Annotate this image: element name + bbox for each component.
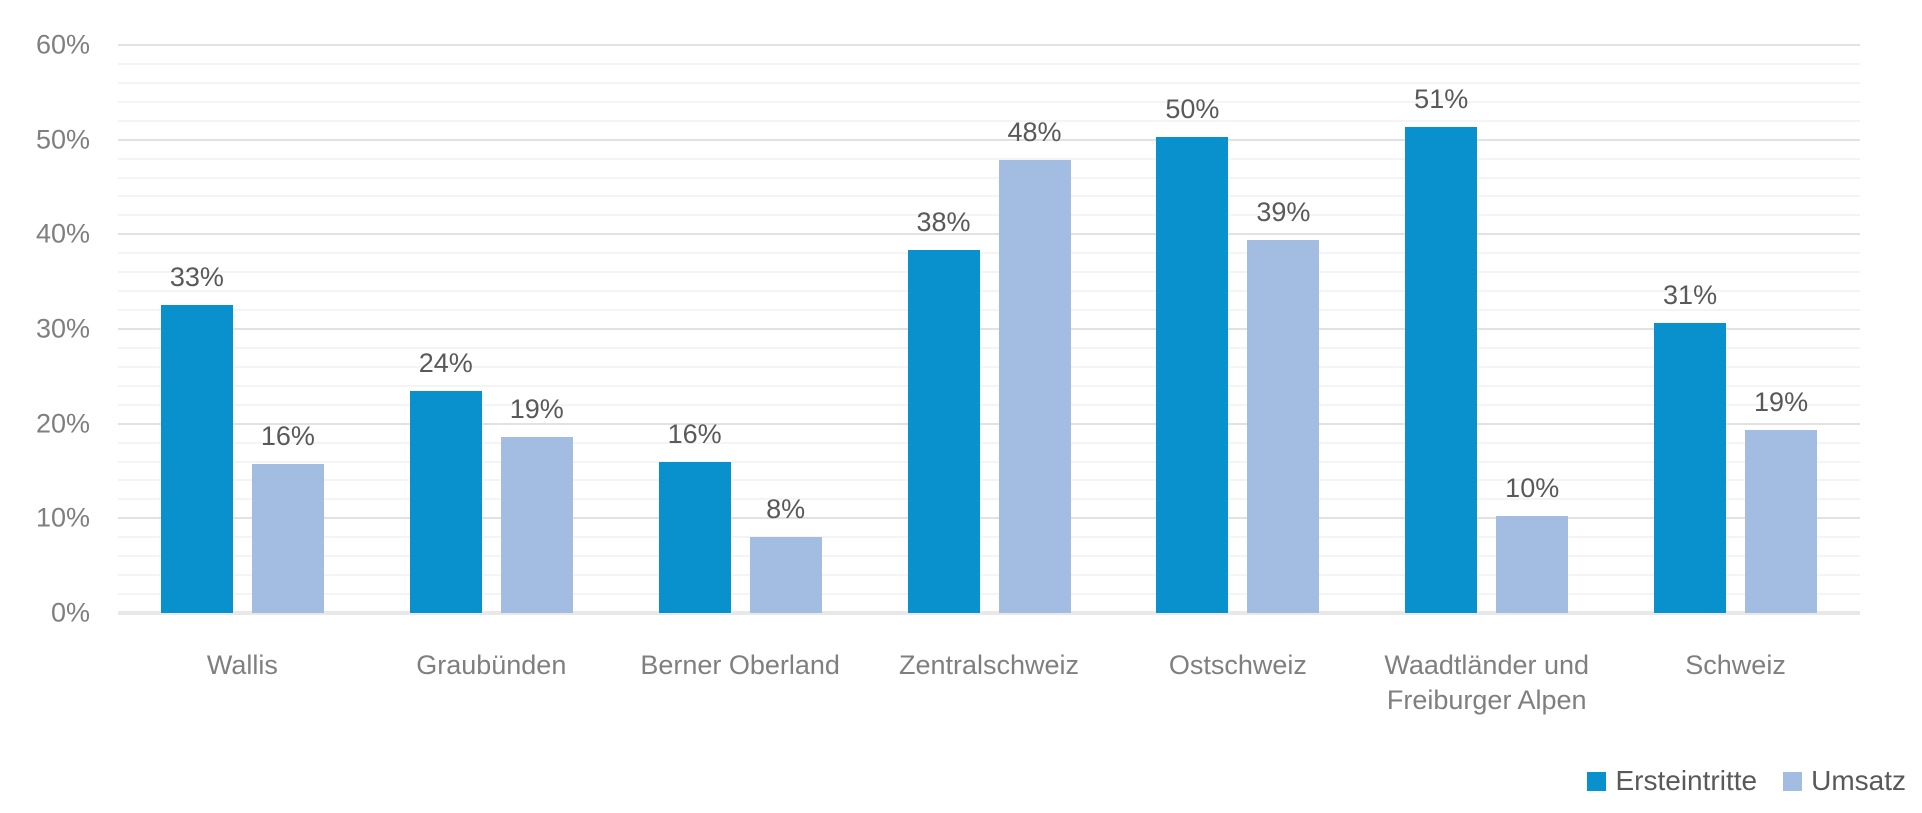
minor-gridline	[118, 271, 1860, 274]
bar-ersteintritte	[160, 305, 233, 613]
legend-item: Umsatz	[1783, 765, 1906, 797]
bar-umsatz	[1247, 240, 1320, 613]
minor-gridline	[118, 441, 1860, 444]
plot-area: 33% 16% 24% 19% 16% 8% 38% 48% 50% 39% 51% 10% 31% 19…	[118, 44, 1860, 615]
bar-umsatz	[251, 464, 324, 613]
bar-value-label: 8%	[766, 494, 806, 525]
minor-gridline	[118, 460, 1860, 463]
bar-value-label: 51%	[1414, 84, 1469, 115]
bar-value-label: 16%	[260, 421, 315, 452]
x-axis-label: Waadtländer und Freiburger Alpen	[1384, 650, 1590, 715]
legend-label: Ersteintritte	[1615, 765, 1758, 796]
major-gridline	[118, 233, 1860, 236]
bar-umsatz	[749, 537, 822, 613]
bar-umsatz	[998, 159, 1071, 613]
bar-value-label: 48%	[1007, 116, 1062, 147]
bar-value-label: 19%	[509, 393, 564, 424]
minor-gridline	[118, 100, 1860, 103]
major-gridline	[118, 44, 1860, 46]
major-gridline	[118, 138, 1860, 141]
y-tick-label: 50%	[35, 124, 90, 155]
bar-ersteintritte	[1156, 136, 1229, 613]
bar-value-label: 19%	[1754, 387, 1809, 418]
y-tick-label: 10%	[35, 502, 90, 533]
bar-ersteintritte	[409, 390, 482, 613]
minor-gridline	[118, 555, 1860, 558]
bar-value-label: 50%	[1165, 93, 1220, 124]
minor-gridline	[118, 536, 1860, 539]
y-tick-label: 20%	[35, 408, 90, 439]
bar-ersteintritte	[658, 461, 731, 613]
x-axis-line	[118, 611, 1860, 615]
minor-gridline	[118, 574, 1860, 577]
minor-gridline	[118, 309, 1860, 312]
y-tick-label: 30%	[35, 313, 90, 344]
minor-gridline	[118, 365, 1860, 368]
bar-value-label: 24%	[418, 347, 473, 378]
major-gridline	[118, 517, 1860, 520]
x-axis-label: Berner Oberland	[640, 650, 840, 680]
minor-gridline	[118, 593, 1860, 596]
x-axis-label: Ostschweiz	[1168, 650, 1307, 680]
major-gridline	[118, 422, 1860, 425]
x-axis-label: Schweiz	[1685, 650, 1786, 680]
bar-umsatz	[1496, 516, 1569, 613]
y-axis: 0% 10% 20% 30% 40% 50% 60%	[0, 0, 96, 813]
y-tick-label: 0%	[50, 597, 90, 628]
x-axis-label: Wallis	[206, 650, 278, 680]
minor-gridline	[118, 214, 1860, 217]
minor-gridline	[118, 119, 1860, 122]
minor-gridline	[118, 498, 1860, 501]
bar-ersteintritte	[1654, 323, 1727, 613]
bar-value-label: 31%	[1663, 280, 1718, 311]
bar-value-label: 10%	[1505, 473, 1560, 504]
x-axis-label: Graubünden	[416, 650, 567, 680]
bar-umsatz	[500, 436, 573, 613]
x-axis-label: Zentralschweiz	[898, 650, 1080, 680]
legend-swatch-icon	[1783, 771, 1803, 791]
minor-gridline	[118, 346, 1860, 349]
legend: Ersteintritte Umsatz	[1587, 765, 1906, 797]
minor-gridline	[118, 62, 1860, 65]
minor-gridline	[118, 384, 1860, 387]
bar-value-label: 38%	[916, 207, 971, 238]
minor-gridline	[118, 290, 1860, 293]
bar-umsatz	[1745, 430, 1818, 613]
bar-value-label: 33%	[169, 262, 224, 293]
minor-gridline	[118, 157, 1860, 160]
x-axis: Wallis Graubünden Berner Oberland Zentralsc…	[118, 648, 1860, 738]
legend-swatch-icon	[1587, 771, 1607, 791]
y-tick-label: 40%	[35, 218, 90, 249]
legend-item: Ersteintritte	[1587, 765, 1757, 797]
minor-gridline	[118, 479, 1860, 482]
bar-ersteintritte	[1405, 127, 1478, 613]
legend-label: Umsatz	[1811, 765, 1906, 796]
minor-gridline	[118, 81, 1860, 84]
minor-gridline	[118, 176, 1860, 179]
minor-gridline	[118, 403, 1860, 406]
y-tick-label: 60%	[35, 29, 90, 60]
bar-value-label: 39%	[1256, 197, 1311, 228]
minor-gridline	[118, 252, 1860, 255]
bar-ersteintritte	[907, 250, 980, 613]
bar-value-label: 16%	[667, 418, 722, 449]
major-gridline	[118, 328, 1860, 330]
minor-gridline	[118, 195, 1860, 198]
